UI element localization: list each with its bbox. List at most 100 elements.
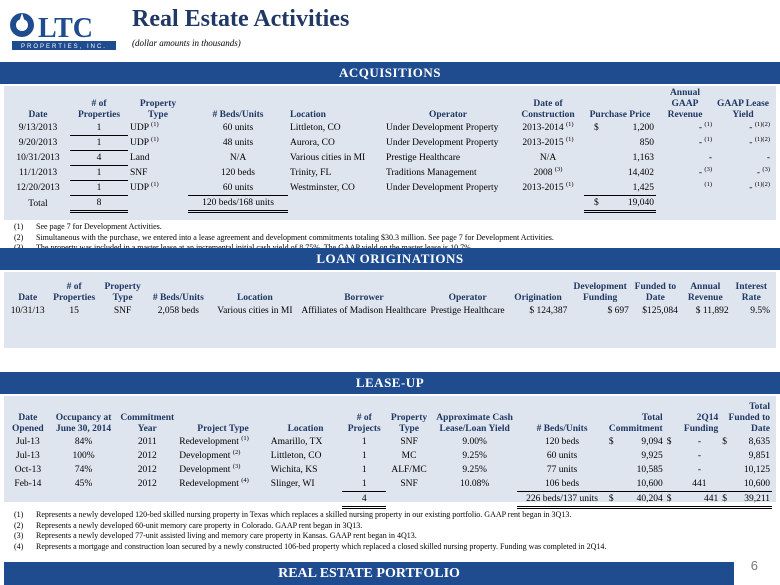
loan-location: Various cities in MI (217, 306, 293, 316)
acq-total-price-symbol: $ (594, 198, 599, 208)
acq-properties: 1 (70, 135, 128, 151)
lease-header-location: Location (287, 424, 324, 434)
acq-total-blank (384, 196, 512, 212)
acq-header-type: Property Type (139, 99, 177, 120)
acq-total-price-value: 19,040 (627, 198, 654, 208)
lease-funded-symbol: $ (722, 437, 727, 447)
acq-construction-value: 2013-2015 (522, 183, 564, 193)
footnote: (2) Represents a newly developed 60-unit … (14, 521, 606, 532)
acq-header-price: Purchase Price (589, 110, 651, 120)
acq-operator: Under Development Property (386, 138, 499, 148)
acq-yield-value: - (766, 153, 770, 163)
lease-commitment-symbol (606, 477, 622, 492)
acq-properties: 1 (70, 121, 128, 136)
loan-date: 10/31/13 (10, 306, 45, 316)
acq-total-blank (656, 196, 714, 212)
acq-yield-note: (3) (762, 165, 770, 173)
acq-type: UDP (1) (128, 181, 188, 196)
lease-beds: 60 units (546, 451, 578, 461)
lease-location: Littleton, CO (270, 451, 322, 461)
ltc-logo: LTC PROPERTIES, INC. (10, 13, 116, 50)
lease-project-type-note: (2) (232, 448, 241, 456)
acq-header-beds: # Beds/Units (212, 110, 264, 120)
loan-header-type: Property Type (104, 282, 141, 303)
acq-yield: - (3) (714, 166, 772, 181)
lease-type: SNF (400, 437, 418, 447)
lease-occupancy: 45% (74, 479, 93, 490)
lease-total-blank (117, 492, 177, 508)
acq-type-value: UDP (130, 123, 149, 134)
lease-location: Wichita, KS (270, 465, 318, 475)
acq-construction-note: (1) (565, 121, 574, 129)
loan-dev-funding: $ 697 (607, 306, 629, 316)
lease-commitment: 9,094 (641, 437, 663, 447)
lease-total-commitment-symbol: $ (606, 491, 622, 509)
lease-funding-symbol (665, 463, 679, 477)
lease-header-funding: 2Q14 Funding (683, 413, 719, 434)
lease-project-type: Redevelopment (4) (177, 477, 269, 492)
lease-funding-symbol (665, 449, 679, 463)
acq-revenue-value: - (698, 168, 703, 178)
page-number: 6 (750, 558, 758, 573)
lease-total-funding: 441 (678, 491, 721, 509)
acq-header-date: Date (28, 110, 48, 120)
lease-header-project-type: Project Type (197, 424, 249, 434)
acq-yield-value: - (756, 168, 761, 178)
acq-date: 9/13/2013 (18, 123, 58, 134)
lease-commitment: 10,585 (636, 465, 663, 475)
lease-total-funded-symbol: $ (720, 491, 735, 509)
acq-construction: 2013-2015 (1) (512, 181, 584, 196)
loan-beds: 2,058 beds (157, 306, 199, 316)
acq-revenue: - (3) (656, 166, 714, 181)
footnote: (4) Represents a mortgage and constructio… (14, 542, 606, 553)
acq-header-location: Location (290, 110, 326, 120)
acquisitions-bar: ACQUISITIONS (0, 62, 780, 84)
table-row: 12/20/2013 1 UDP (1) 60 units Westminster, C… (6, 180, 772, 196)
acq-construction: N/A (512, 151, 584, 166)
lease-header-funded: Total Funded to Date (728, 402, 770, 434)
acq-revenue-value: - (708, 153, 712, 163)
acq-total-price: $19,040 (584, 195, 656, 213)
loan-type: SNF (113, 306, 132, 316)
loan-header-beds: # Beds/Units (152, 293, 204, 303)
lease-projects: 1 (342, 477, 387, 492)
lease-total-projects: 4 (342, 491, 387, 509)
acq-type: UDP (1) (128, 121, 188, 136)
footnote: (1) See page 7 for Development Activities… (14, 222, 554, 233)
acq-location: Littleton, CO (290, 123, 341, 134)
acq-revenue-value: - (698, 138, 703, 148)
acq-header-operator: Operator (429, 110, 467, 120)
lease-opened: Jul-13 (16, 451, 40, 461)
lease-header-projects: # of Projects (347, 413, 381, 434)
lease-project-type-note: (3) (232, 462, 241, 470)
footnote-text: See page 7 for Development Activities. (36, 222, 162, 231)
acq-total-blank (512, 196, 584, 212)
acq-type-note: (1) (151, 180, 159, 188)
lease-beds: 106 beds (517, 477, 607, 492)
lease-type: SNF (400, 479, 418, 490)
lease-header-commitment: Total Commitment (608, 413, 663, 434)
lease-year: 2011 (137, 437, 157, 447)
acq-beds: 48 units (222, 138, 254, 148)
loan-header-date: Date (18, 293, 38, 303)
acq-construction: 2013-2014 (1) (512, 121, 584, 136)
acq-date: 10/31/2013 (16, 153, 60, 163)
lease-total-blank (6, 492, 50, 508)
table-row: 9/13/2013 1 UDP (1) 60 units Littleton, CO Un… (6, 121, 772, 136)
footnote: (3)The property was included in a master… (14, 243, 554, 254)
footnote-text: Represents a newly developed 60-unit mem… (36, 520, 363, 530)
loan-header-funded: Funded to Date (634, 282, 677, 303)
acq-type: Land (128, 151, 188, 166)
lease-occupancy: 84% (74, 437, 93, 447)
lease-commitment-symbol (607, 463, 622, 477)
lease-total-blank (269, 492, 343, 508)
lease-header-yield: Approximate Cash Lease/Loan Yield (436, 413, 513, 434)
acq-type-note: (1) (151, 121, 159, 129)
lease-projects: 1 (361, 437, 367, 447)
logo-tagline: PROPERTIES, INC. (21, 44, 107, 50)
loan-header-properties: # of Properties (53, 282, 96, 303)
lease-header-commit-year: Commitment Year (120, 413, 175, 434)
acq-beds: 60 units (222, 123, 254, 134)
acq-beds: N/A (229, 153, 247, 163)
loans-panel: Date # of Properties Property Type # Bed… (4, 272, 776, 348)
